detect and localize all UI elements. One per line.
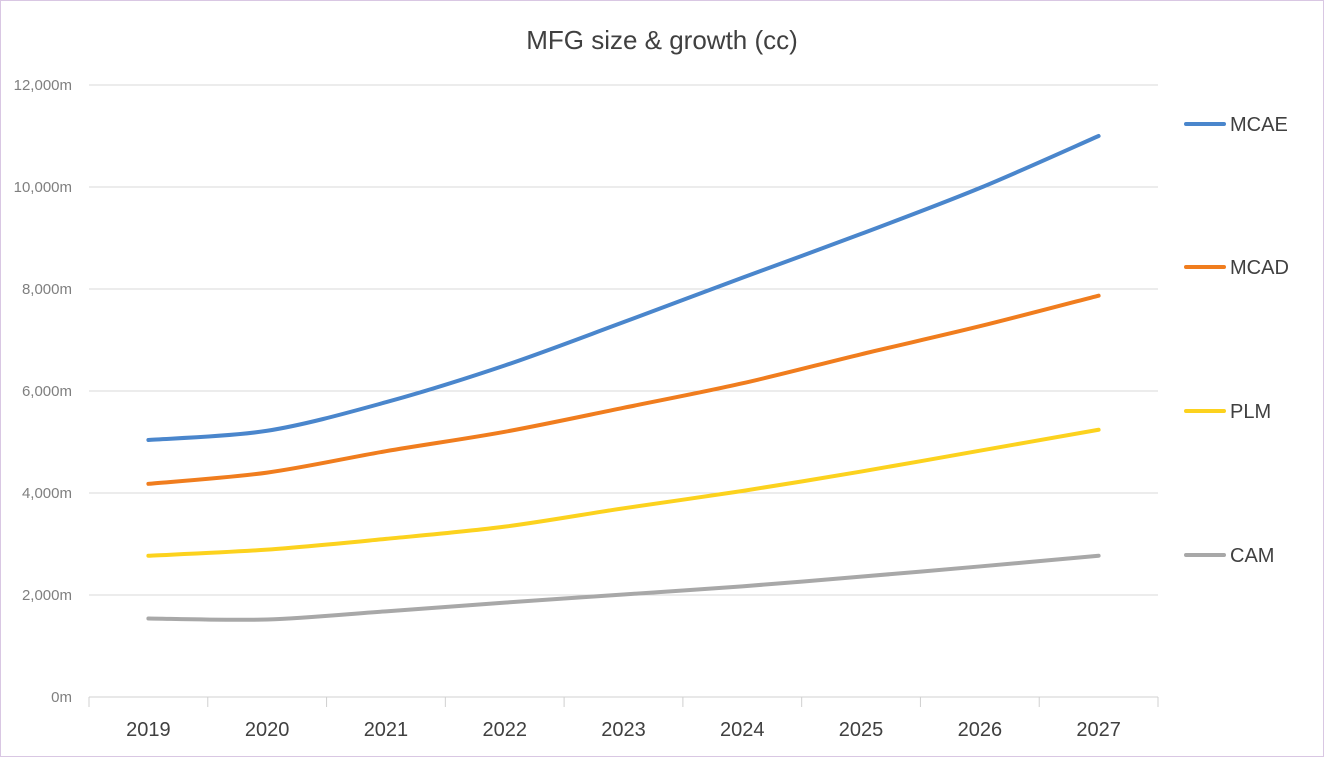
- y-tick-label: 10,000m: [14, 179, 72, 196]
- x-tick-label: 2022: [482, 719, 527, 741]
- y-tick-label: 8,000m: [22, 281, 72, 298]
- y-tick-label: 2,000m: [22, 587, 72, 604]
- x-tick-label: 2020: [245, 719, 290, 741]
- series-line-cam: [146, 553, 1101, 622]
- y-tick-label: 12,000m: [14, 77, 72, 94]
- legend-label-mcad: MCAD: [1230, 257, 1289, 279]
- gridlines: [89, 84, 1158, 698]
- x-tick-label: 2026: [958, 719, 1003, 741]
- legend-label-cam: CAM: [1230, 545, 1274, 567]
- x-tick-label: 2024: [720, 719, 765, 741]
- legend-label-mcae: MCAE: [1230, 114, 1288, 136]
- legend-label-plm: PLM: [1230, 401, 1271, 423]
- y-tick-label: 4,000m: [22, 485, 72, 502]
- x-tick-label: 2025: [839, 719, 884, 741]
- series-line-plm: [146, 427, 1101, 558]
- legend: MCAE MCAD PLM CAM: [1184, 114, 1289, 567]
- y-tick-label: 0m: [51, 689, 72, 706]
- series-line-mcae: [146, 134, 1101, 442]
- chart-title: MFG size & growth (cc): [526, 25, 798, 55]
- axes: 0m 2,000m 4,000m 6,000m 8,000m 10,000m 12,000m…: [14, 77, 1159, 741]
- series-lines: [146, 134, 1101, 622]
- x-tick-label: 2021: [364, 719, 409, 741]
- x-tick-label: 2019: [126, 719, 171, 741]
- y-tick-label: 6,000m: [22, 383, 72, 400]
- x-tick-label: 2023: [601, 719, 646, 741]
- x-tick-label: 2027: [1076, 719, 1121, 741]
- series-line-mcad: [146, 293, 1101, 486]
